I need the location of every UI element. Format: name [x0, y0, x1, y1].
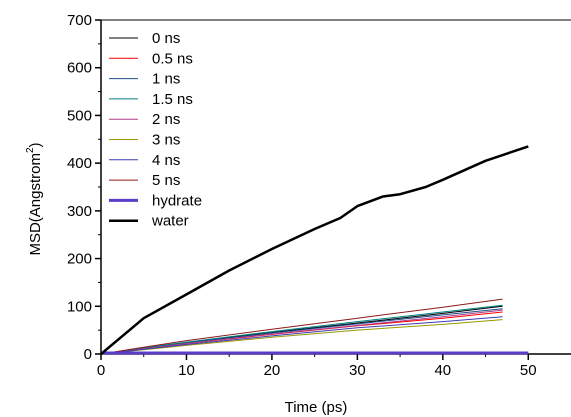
y-tick-label: 100 [67, 298, 92, 315]
y-axis-title-sup: 2 [25, 147, 36, 153]
series-line-water [100, 145, 529, 355]
x-axis-title: Time (ps) [285, 399, 348, 416]
legend-label: 1.5 ns [152, 91, 193, 108]
legend-label: 5 ns [152, 172, 180, 189]
x-tick-label: 20 [264, 362, 281, 379]
y-axis-title: MSD(Angstrom2) [25, 142, 44, 255]
y-tick-label: 300 [67, 203, 92, 220]
y-tick-label: 200 [67, 251, 92, 268]
legend-label: 2 ns [152, 111, 180, 128]
y-tick-label: 0 [84, 346, 92, 363]
legend-label: water [151, 213, 189, 230]
series-lines [100, 145, 529, 355]
legend-label: 1 ns [152, 71, 180, 88]
series-line-3-ns [100, 319, 503, 355]
y-tick-label: 500 [67, 107, 92, 124]
legend-label: 4 ns [152, 152, 180, 169]
x-tick-label: 40 [434, 362, 451, 379]
x-tick-label: 50 [520, 362, 537, 379]
legend-label: 3 ns [152, 132, 180, 149]
x-tick-label: 10 [178, 362, 195, 379]
x-tick-label: 0 [97, 362, 105, 379]
y-tick-label: 700 [67, 12, 92, 29]
y-tick-label: 400 [67, 155, 92, 172]
legend-label: 0 ns [152, 30, 180, 47]
series-line-4-ns [100, 316, 503, 355]
y-axis-title-close: ) [27, 142, 44, 147]
y-axis-title-main: MSD(Angstrom [27, 153, 44, 256]
x-tick-label: 30 [349, 362, 366, 379]
y-tick-label: 600 [67, 60, 92, 77]
legend: 0 ns 0.5 ns 1 ns 1.5 ns 2 ns 3 ns 4 ns 5 ns hydr… [109, 30, 202, 230]
legend-label: 0.5 ns [152, 50, 193, 67]
series-line-5-ns [100, 298, 503, 355]
legend-label: hydrate [152, 192, 202, 209]
